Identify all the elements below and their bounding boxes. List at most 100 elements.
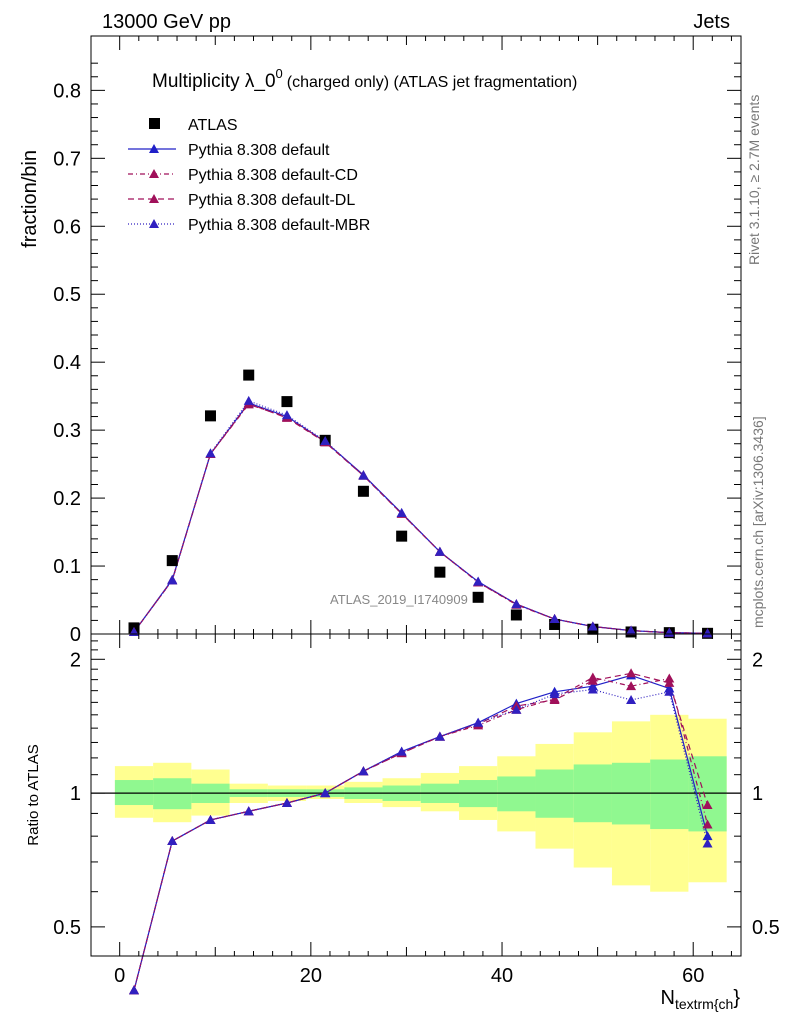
y-tick-label: 0.2 (53, 488, 81, 510)
data-uncertainty-bands (91, 714, 741, 892)
data-point-pythia-8-308-default-mbr (167, 575, 178, 585)
data-point-pythia-8-308-default-mbr (587, 621, 598, 631)
legend-marker-atlas (149, 118, 160, 129)
ratio-point-pythia-8-308-default-mbr (281, 797, 292, 807)
data-point-pythia-8-308-default-mbr (358, 470, 369, 480)
data-point-pythia-8-308-default-mbr (626, 625, 637, 635)
data-point-pythia-8-308-default-mbr (549, 614, 560, 624)
x-axis-label-main: N (661, 987, 675, 1009)
data-point-atlas (166, 555, 178, 567)
ratio-point-pythia-8-308-default-mbr (358, 766, 369, 776)
header-right: Jets (693, 11, 730, 33)
ratio-point-pythia-8-308-default-dl (549, 694, 560, 704)
series-line-pythia-8-308-default-cd (133, 403, 708, 634)
data-point-pythia-8-308-default-mbr (281, 410, 292, 420)
data-point-pythia-8-308-default-mbr (320, 436, 331, 446)
ratio-y-tick-label-left: 2 (70, 649, 81, 671)
legend: ATLAS Pythia 8.308 default Pythia 8.308 de… (128, 117, 370, 234)
ratio-point-pythia-8-308-default-dl (664, 677, 675, 687)
data-point-atlas (549, 618, 561, 630)
ratio-point-pythia-8-308-default-mbr (129, 985, 140, 995)
ratio-point-pythia-8-308-default-mbr (664, 686, 675, 696)
ratio-point-pythia-8-308-default-mbr (396, 746, 407, 756)
legend-label-pythia-8-308-default: Pythia 8.308 default (188, 142, 330, 159)
y-tick-label: 0.3 (53, 420, 81, 442)
data-point-atlas (357, 485, 369, 497)
side-label-rivet: Rivet 3.1.10, ≥ 2.7M events (746, 95, 762, 265)
data-point-atlas (204, 410, 216, 422)
ratio-point-pythia-8-308-default-mbr (587, 684, 598, 694)
ratio-line-pythia-8-308-default-dl (133, 672, 709, 991)
ratio-point-pythia-8-308-default-mbr (243, 806, 254, 816)
data-point-pythia-8-308-default-mbr (243, 395, 254, 405)
data-point-atlas (510, 609, 522, 621)
ratio-point-pythia-8-308-default-mbr (167, 836, 178, 846)
ratio-point-pythia-8-308-default-dl (702, 800, 713, 810)
data-point-pythia-8-308-default-mbr (473, 576, 484, 586)
ratio-point-pythia-8-308-default-mbr (549, 689, 560, 699)
x-axis-label-sub: textrm{ch (675, 996, 733, 1012)
band-green-bin (688, 756, 727, 832)
ratio-plot-frame (90, 633, 742, 957)
y-tick-label: 0.8 (53, 80, 81, 102)
data-point-pythia-8-308-default-mbr (511, 599, 522, 609)
chart-title: Multiplicity λ_00 (charged only) (ATLAS j… (152, 66, 577, 92)
legend-label-pythia-8-308-default-cd: Pythia 8.308 default-CD (188, 167, 358, 184)
ratio-point-pythia-8-308-default-mbr (511, 704, 522, 714)
y-tick-label: 0.5 (53, 284, 81, 306)
y-axis-label: fraction/bin (19, 150, 41, 248)
header-left: 13000 GeV pp (102, 11, 231, 33)
ratio-y-tick-label-right: 1 (752, 783, 763, 805)
x-axis-label: Ntextrm{ch} (661, 987, 741, 1012)
legend-label-atlas: ATLAS (188, 117, 238, 134)
ratio-y-tick-label-right: 0.5 (752, 917, 780, 939)
chart-title-suffix: (charged only) (ATLAS jet fragmentation) (287, 74, 578, 91)
band-green-bin (497, 776, 536, 812)
legend-marker-pythia-8-308-default (149, 144, 159, 153)
series-lines (133, 400, 709, 991)
series-markers (128, 369, 714, 995)
ratio-point-pythia-8-308-default-dl (587, 675, 598, 685)
data-point-pythia-8-308-default-mbr (702, 628, 713, 638)
data-point-atlas (396, 530, 408, 542)
legend-marker-pythia-8-308-default-cd (149, 169, 159, 178)
ratio-point-pythia-8-308-default-mbr (205, 814, 216, 824)
data-point-atlas (434, 566, 446, 578)
y-tick-label: 0.7 (53, 148, 81, 170)
ratio-point-pythia-8-308-default-mbr (320, 788, 331, 798)
data-point-pythia-8-308-default-mbr (434, 546, 445, 556)
ratio-point-pythia-8-308-default-dl (626, 668, 637, 678)
ratio-point-pythia-8-308-default (702, 831, 713, 841)
ratio-point-pythia-8-308-default-mbr (626, 694, 637, 704)
data-point-pythia-8-308-default-mbr (205, 448, 216, 458)
ratio-y-tick-label-left: 0.5 (53, 917, 81, 939)
legend-marker-pythia-8-308-default-dl (149, 194, 159, 203)
x-tick-label: 0 (114, 965, 125, 987)
data-point-atlas (472, 591, 484, 603)
y-tick-label: 0.1 (53, 556, 81, 578)
ratio-y-axis-label: Ratio to ATLAS (25, 744, 42, 845)
ratio-y-tick-label-left: 1 (70, 783, 81, 805)
x-tick-label: 60 (682, 965, 704, 987)
ratio-y-tick-label-right: 2 (752, 649, 763, 671)
ratio-line-pythia-8-308-default-mbr (133, 688, 709, 991)
side-label-mcplots: mcplots.cern.ch [arXiv:1306.3436] (750, 416, 766, 628)
chart-title-main: Multiplicity λ_0 (152, 71, 276, 92)
data-point-atlas (243, 369, 255, 381)
y-tick-label: 0.6 (53, 216, 81, 238)
ratio-point-pythia-8-308-default-cd (626, 681, 637, 691)
x-tick-label: 20 (300, 965, 322, 987)
chart-title-sup: 0 (276, 66, 283, 81)
x-axis-label-tail: } (733, 987, 740, 1009)
y-tick-label: 0.4 (53, 352, 81, 374)
y-tick-label: 0 (70, 624, 81, 646)
analysis-watermark: ATLAS_2019_I1740909 (330, 592, 468, 607)
ratio-point-pythia-8-308-default-mbr (473, 717, 484, 727)
legend-label-pythia-8-308-default-mbr: Pythia 8.308 default-MBR (188, 217, 370, 234)
ratio-point-pythia-8-308-default-mbr (434, 731, 445, 741)
data-point-pythia-8-308-default-mbr (396, 508, 407, 518)
x-tick-label: 40 (491, 965, 513, 987)
band-green-bin (153, 778, 192, 810)
